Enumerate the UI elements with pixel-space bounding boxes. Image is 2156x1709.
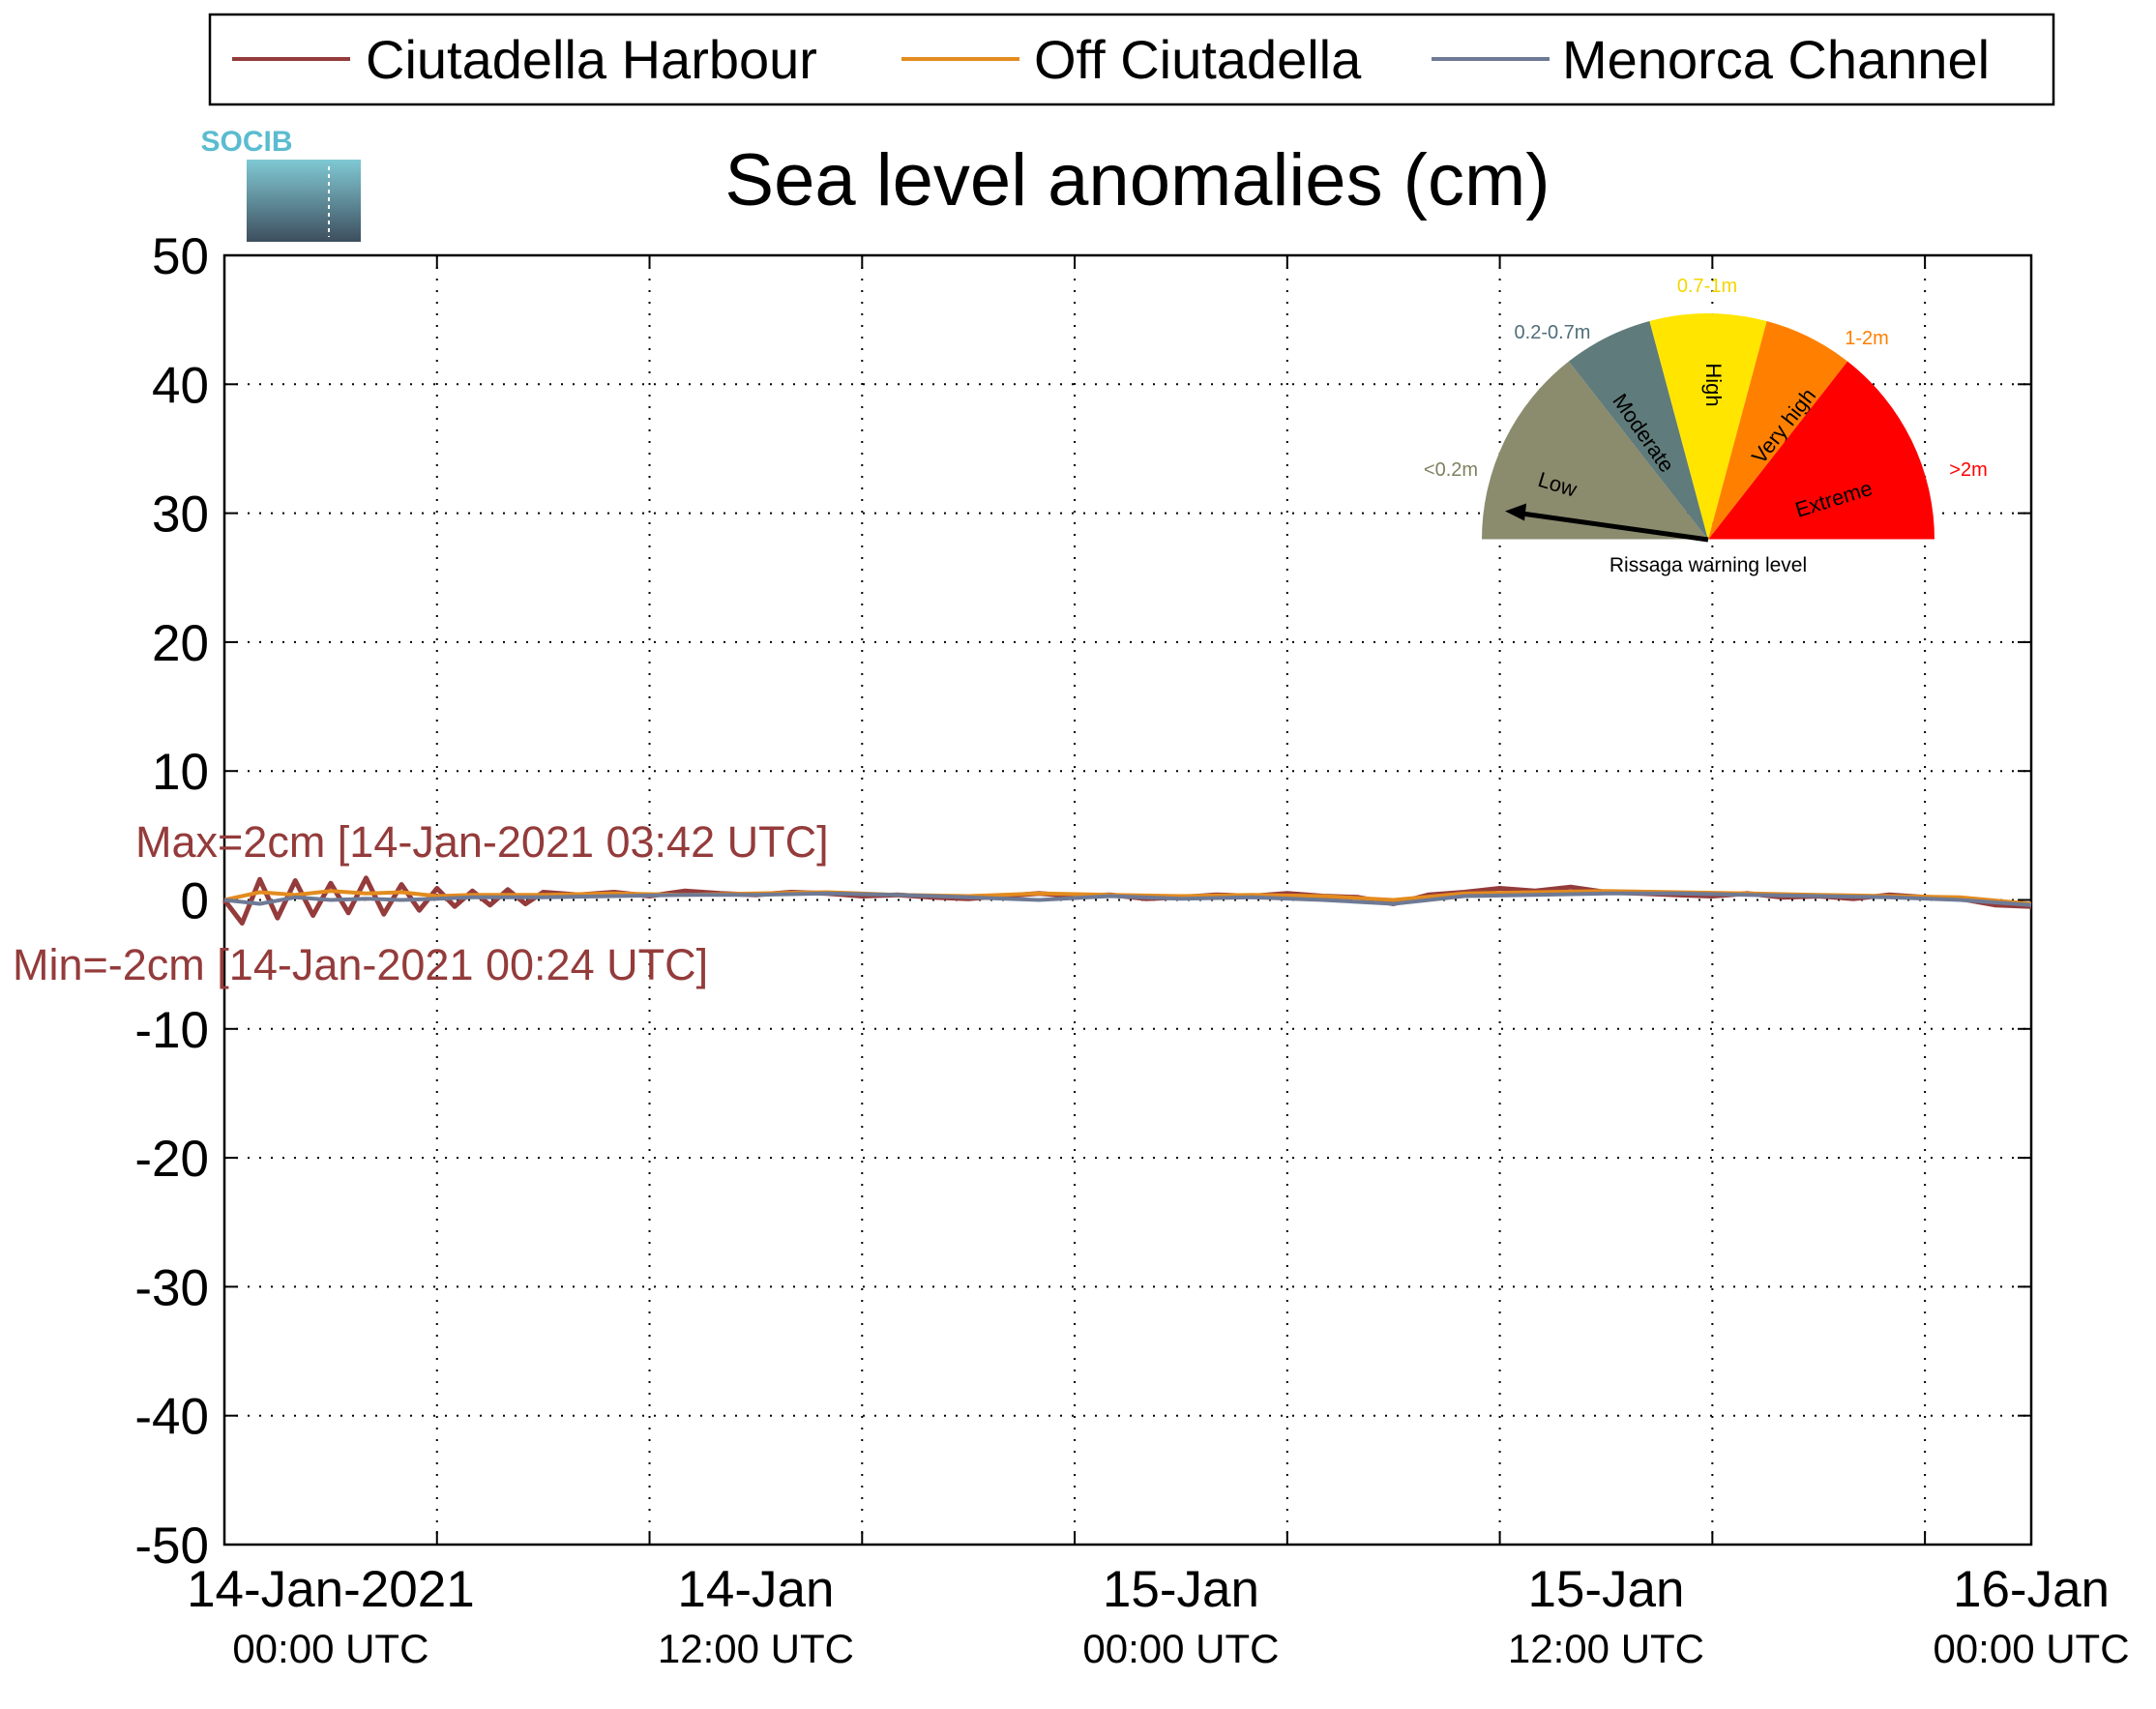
gauge-segment (1708, 361, 1934, 540)
y-tick-label: 0 (181, 873, 209, 930)
logo-text: SOCIB (200, 126, 292, 158)
legend: Ciutadella Harbour Off Ciutadella Menorc… (208, 13, 2055, 106)
gauge-range-label: 0.7-1m (1677, 276, 1737, 297)
gauge-segment (1568, 321, 1708, 540)
x-tick-label-time: 00:00 UTC (1082, 1626, 1279, 1671)
y-tick-label: -50 (134, 1517, 209, 1575)
y-tick-label: -10 (134, 1002, 209, 1059)
x-tick-label-time: 00:00 UTC (232, 1626, 428, 1671)
gauge-level-label: High (1701, 363, 1726, 406)
y-tick-label: 20 (152, 615, 209, 672)
y-tick-label: 30 (152, 486, 209, 544)
legend-label-harbour: Ciutadella Harbour (366, 29, 817, 90)
gauge-range-label: 0.2-0.7m (1515, 322, 1591, 343)
y-tick-label: -20 (134, 1131, 209, 1188)
x-tick-label-date: 15-Jan (1103, 1561, 1259, 1618)
y-tick-label: 40 (152, 357, 209, 414)
gauge-segment (1649, 313, 1767, 540)
x-axis-ticks: 14-Jan-2021 00:00 UTC 14-Jan 12:00 UTC 15-Ja… (187, 255, 2130, 1671)
y-tick-label: 50 (152, 228, 209, 285)
socib-logo: SOCIB (200, 126, 361, 242)
gauge-range-label: >2m (1949, 459, 1987, 481)
gauge-segment (1708, 321, 1848, 540)
y-tick-label: -30 (134, 1259, 209, 1316)
x-tick-label-time: 00:00 UTC (1933, 1626, 2129, 1671)
max-annotation: Max=2cm [14-Jan-2021 03:42 UTC] (135, 817, 829, 867)
x-tick-label-date: 15-Jan (1527, 1561, 1684, 1618)
y-tick-label: 10 (152, 744, 209, 801)
gauge-segment (1481, 361, 1708, 540)
chart-title: Sea level anomalies (cm) (724, 139, 1550, 221)
x-tick-label-date: 16-Jan (1953, 1561, 2110, 1618)
x-tick-label-date: 14-Jan (677, 1561, 834, 1618)
gauge-needle (1518, 511, 1709, 543)
y-tick-label: -40 (134, 1389, 209, 1446)
legend-label-off: Off Ciutadella (1034, 29, 1362, 90)
y-axis-ticks: 50 40 30 20 10 0 -10 -20 -30 -40 -50 (134, 228, 2031, 1575)
rissaga-warning-gauge: <0.2m Low0.2-0.7mModerate0.7-1mHigh1-2mVe… (1424, 276, 1988, 576)
legend-box (208, 13, 2055, 106)
legend-label-channel: Menorca Channel (1562, 29, 1990, 90)
x-tick-label-time: 12:00 UTC (658, 1626, 854, 1671)
gauge-range-label: 1-2m (1845, 328, 1889, 349)
gauge-needle-head (1505, 503, 1527, 521)
gauge-range-label: <0.2m (1424, 459, 1478, 481)
x-tick-label-date: 14-Jan-2021 (187, 1561, 475, 1618)
min-annotation: Min=-2cm [14-Jan-2021 00:24 UTC] (13, 940, 708, 989)
logo-graphic (247, 160, 361, 242)
series-line-menorca-channel (223, 891, 2032, 907)
gauge-title: Rissaga warning level (1610, 554, 1807, 576)
series-layer (222, 875, 2032, 926)
x-tick-label-time: 12:00 UTC (1508, 1626, 1704, 1671)
